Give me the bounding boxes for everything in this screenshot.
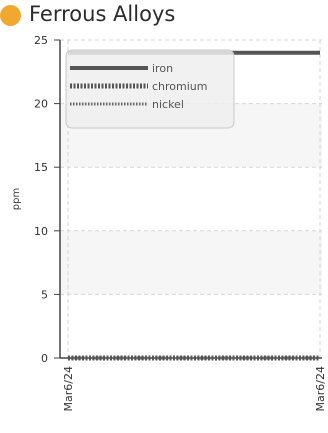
chart-title: Ferrous Alloys — [29, 2, 176, 26]
x-tick-label: Mar6/24 — [314, 366, 327, 411]
legend-label-nickel: nickel — [152, 98, 184, 111]
y-axis-label: ppm — [11, 188, 22, 210]
series-color-dot — [0, 5, 21, 26]
y-tick-label: 5 — [41, 288, 48, 301]
x-tick-label: Mar6/24 — [62, 366, 75, 411]
legend-label-iron: iron — [152, 62, 173, 75]
grid-band — [60, 230, 322, 295]
legend-label-chromium: chromium — [152, 80, 208, 93]
y-tick-label: 15 — [34, 161, 48, 174]
chart-header: Ferrous Alloys — [0, 0, 328, 32]
y-tick-label: 10 — [34, 225, 48, 238]
y-tick-label: 20 — [34, 98, 48, 111]
y-tick-label: 25 — [34, 34, 48, 47]
y-tick-label: 0 — [41, 352, 48, 365]
legend-box — [65, 49, 235, 129]
